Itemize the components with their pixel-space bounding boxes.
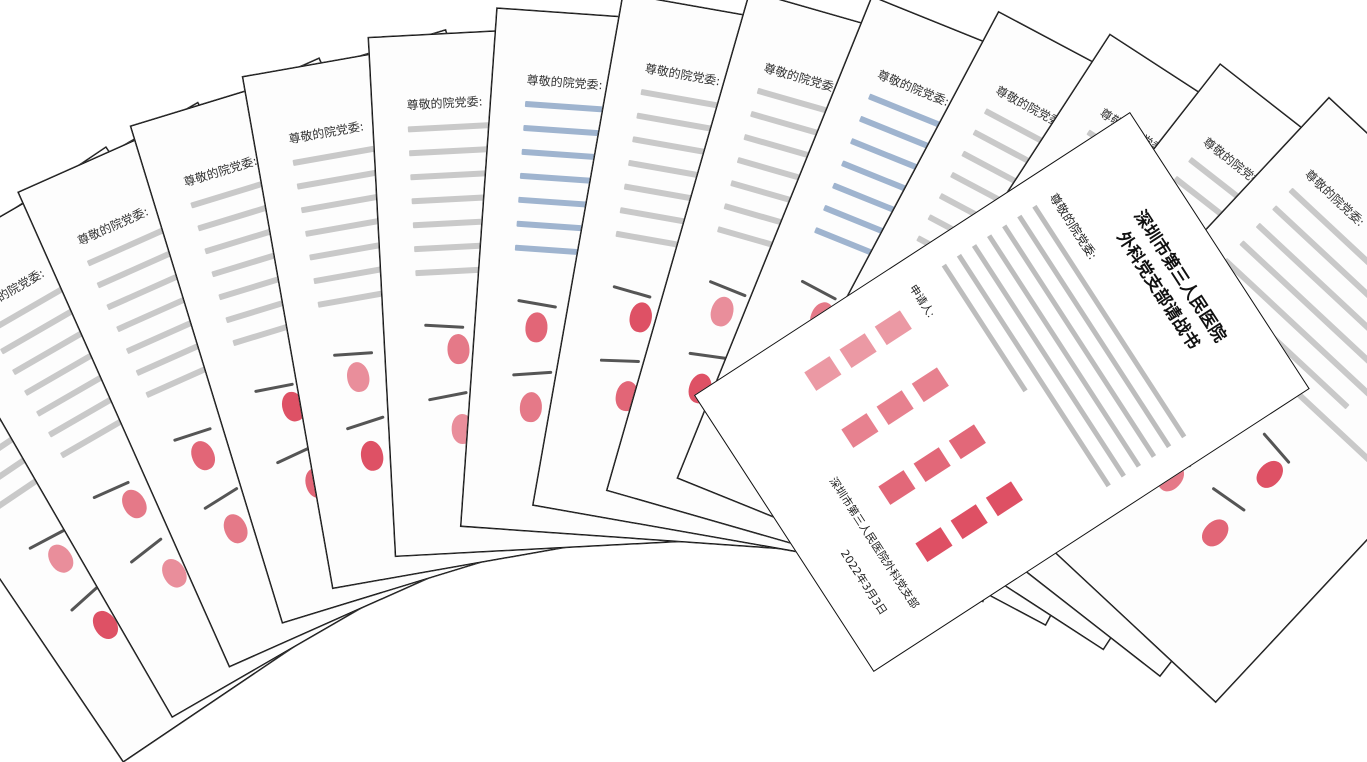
handwritten-signature	[512, 370, 553, 377]
red-fingerprint	[839, 333, 877, 368]
handwritten-signature	[172, 426, 212, 443]
red-fingerprint	[874, 310, 912, 346]
sheet-greeting: 尊敬的院党委:	[406, 94, 483, 113]
handwritten-signature	[424, 323, 465, 329]
red-fingerprint	[878, 470, 916, 505]
handwritten-signature	[1211, 486, 1246, 513]
red-fingerprint	[876, 390, 914, 426]
handwritten-signature	[129, 537, 163, 565]
handwritten-signature	[345, 415, 385, 431]
red-fingerprint	[219, 510, 252, 547]
red-fingerprint	[358, 439, 386, 473]
red-fingerprint	[915, 527, 953, 562]
red-fingerprint	[804, 356, 842, 391]
red-fingerprint	[841, 413, 879, 448]
red-fingerprint	[948, 424, 986, 460]
sheet-greeting: 尊敬的院党委:	[526, 73, 604, 93]
red-fingerprint	[524, 311, 549, 344]
handwritten-signature	[203, 486, 239, 511]
handwritten-signature	[517, 298, 558, 309]
handwritten-signature	[1262, 432, 1291, 465]
handwritten-signature	[688, 351, 729, 361]
text-line	[971, 244, 1126, 478]
handwritten-signature	[708, 279, 747, 298]
text-line	[987, 234, 1142, 468]
red-fingerprint	[446, 333, 471, 365]
sheet-greeting: 尊敬的院党委:	[1302, 167, 1367, 230]
red-fingerprint	[911, 367, 949, 403]
sheet-greeting: 尊敬的院党委:	[762, 60, 840, 96]
red-fingerprint	[913, 447, 951, 483]
red-fingerprint	[1197, 514, 1234, 552]
red-fingerprint	[627, 300, 655, 334]
red-fingerprint	[117, 485, 152, 523]
handwritten-signature	[612, 284, 652, 299]
text-line	[941, 263, 1028, 393]
red-fingerprint	[707, 294, 737, 329]
red-fingerprint	[950, 504, 988, 540]
red-fingerprint	[186, 437, 220, 474]
sheet-greeting: 尊敬的院党委:	[287, 119, 365, 147]
handwritten-signature	[599, 358, 640, 364]
red-fingerprint	[344, 360, 372, 394]
sheet-greeting: 尊敬的院党委:	[643, 61, 722, 89]
red-fingerprint	[518, 391, 543, 423]
handwritten-signature	[800, 279, 838, 301]
red-fingerprint	[985, 481, 1023, 517]
handwritten-signature	[427, 390, 468, 402]
red-fingerprint	[1251, 455, 1289, 493]
applicant-label: 申请人:	[906, 282, 938, 321]
handwritten-signature	[333, 351, 374, 357]
